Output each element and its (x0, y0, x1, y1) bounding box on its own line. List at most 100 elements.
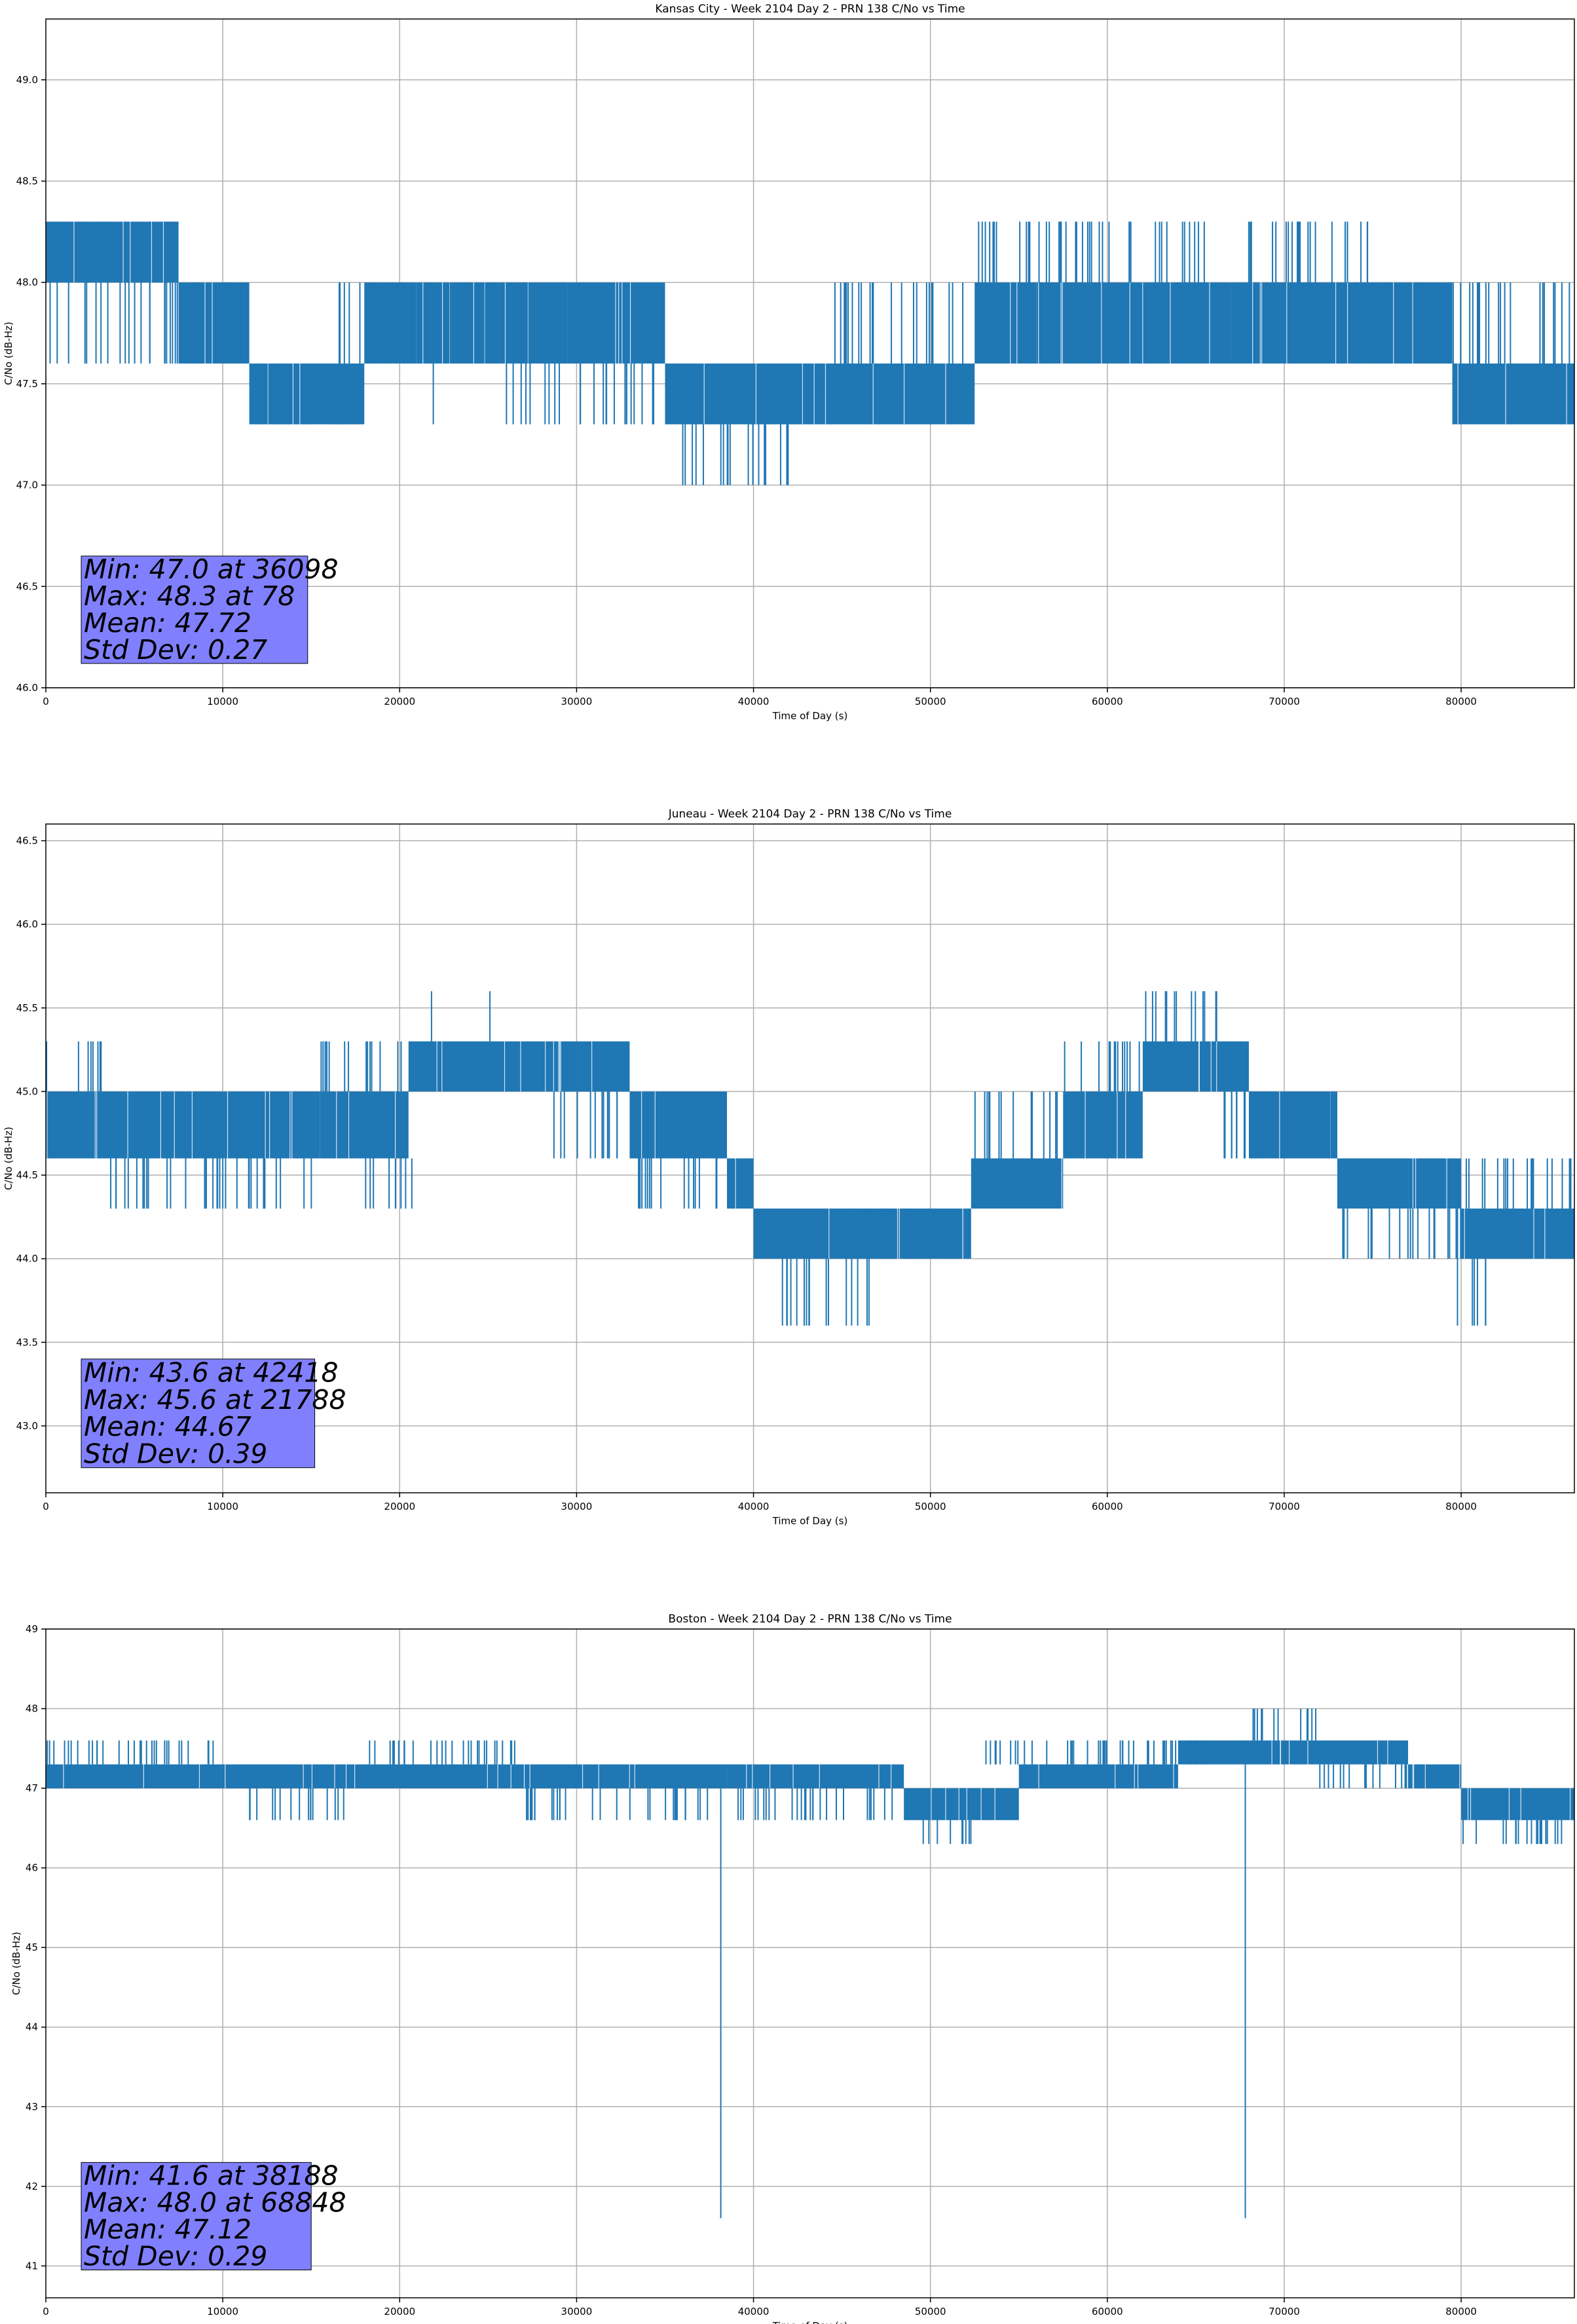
x-tick-label: 80000 (1445, 2306, 1477, 2317)
series-gap (1464, 1209, 1465, 1259)
series-gap (122, 221, 124, 283)
y-tick-label: 42 (26, 2181, 38, 2192)
x-tick-label: 10000 (207, 1501, 238, 1512)
series-gap (191, 1091, 193, 1159)
x-tick-label: 20000 (384, 1501, 415, 1512)
series-gap (897, 1209, 899, 1259)
series-gap (746, 1764, 747, 1789)
x-tick-label: 40000 (738, 1501, 770, 1512)
series-gap (334, 1764, 335, 1789)
y-tick-label: 43.0 (16, 1420, 38, 1432)
y-tick-label: 46.0 (16, 682, 38, 694)
series-band (567, 282, 665, 364)
series-gap (813, 363, 815, 424)
axes-frame (45, 823, 1575, 1493)
series-gap (265, 1091, 266, 1159)
x-axis-label: Time of Day (s) (772, 1515, 848, 1527)
series-gap (354, 1764, 356, 1789)
x-tick-label: 0 (43, 1501, 49, 1512)
stats-line: Std Dev: 0.29 (84, 2240, 267, 2272)
series-gap (441, 1041, 443, 1092)
series-gap (629, 282, 631, 364)
series-gap (1173, 1764, 1174, 1789)
y-tick-label: 48.0 (16, 276, 38, 288)
series-gap (558, 1041, 559, 1092)
series-gap (442, 282, 443, 364)
series-band (1178, 1740, 1409, 1765)
series-gap (1209, 282, 1210, 364)
series-band (1018, 1764, 1178, 1789)
series-gap (582, 1764, 584, 1789)
series-gap (825, 363, 826, 424)
x-tick-label: 20000 (384, 696, 415, 707)
series-band (1461, 1788, 1574, 1820)
series-gap (473, 282, 474, 364)
series-band (1337, 1158, 1409, 1209)
series-band (1036, 282, 1231, 364)
chart-title: Boston - Week 2104 Day 2 - PRN 138 C/No … (668, 1613, 952, 1626)
series-cno (46, 991, 1574, 1326)
series-band (727, 1158, 754, 1209)
y-tick-label: 44.0 (16, 1253, 38, 1265)
series-band (629, 1091, 728, 1159)
y-tick-label: 44.5 (16, 1169, 38, 1181)
series-gap (1101, 282, 1102, 364)
y-tick-label: 45.0 (16, 1085, 38, 1097)
series-gap (1544, 1209, 1546, 1259)
series-gap (174, 1091, 175, 1159)
series-gap (1252, 282, 1253, 364)
series-gap (1142, 282, 1143, 364)
series-band (178, 282, 250, 364)
series-gap (1377, 1740, 1379, 1765)
series-gap (162, 221, 164, 283)
series-gap (63, 1764, 64, 1789)
x-tick-label: 70000 (1269, 696, 1300, 707)
series-gap (545, 1041, 546, 1092)
series-gap (1412, 282, 1413, 364)
series-gap (523, 1764, 525, 1789)
series-gap (899, 1209, 900, 1259)
series-band (46, 221, 179, 283)
series-gap (127, 1091, 128, 1159)
series-gap (1346, 282, 1348, 364)
series-band (727, 1764, 904, 1789)
series-gap (618, 282, 620, 364)
series-gap (1470, 1788, 1472, 1820)
chart-panel-2: 0 10000 20000 30000 40000 50000 60000 70000 8000… (3, 808, 1575, 1527)
series-gap (1286, 282, 1288, 364)
stats-line: Max: 48.0 at 68848 (84, 2186, 346, 2218)
series-gap (1279, 1091, 1280, 1159)
x-tick-label: 70000 (1269, 2306, 1300, 2317)
series-gap (1533, 1209, 1534, 1259)
series-gap (559, 1041, 561, 1092)
series-gap (792, 1764, 794, 1789)
x-tick-label: 0 (43, 2306, 49, 2317)
x-tick-label: 10000 (207, 696, 238, 707)
series-band (1452, 363, 1574, 424)
series-gap (641, 1091, 642, 1159)
series-gap (872, 363, 874, 424)
series-gap (591, 1041, 593, 1092)
series-gap (96, 1091, 98, 1159)
series-gap (504, 282, 506, 364)
y-tick-label: 47 (26, 1782, 38, 1794)
series-gap (1387, 1740, 1388, 1765)
series-band (974, 282, 1037, 364)
stats-line: Max: 48.3 at 78 (84, 580, 295, 612)
x-tick-label: 50000 (915, 696, 946, 707)
series-gap (1198, 1041, 1200, 1092)
series-gap (560, 1041, 561, 1092)
y-tick-label: 46 (26, 1862, 38, 1874)
x-tick-label: 30000 (561, 1501, 593, 1512)
stats-line: Mean: 47.12 (84, 2213, 251, 2245)
x-tick-label: 70000 (1269, 1501, 1300, 1512)
y-tick-label: 47.0 (16, 479, 38, 491)
series-gap (269, 1091, 270, 1159)
series-gap (1210, 1041, 1212, 1092)
x-tick-label: 60000 (1092, 2306, 1123, 2317)
y-tick-label: 44 (26, 2021, 38, 2033)
series-gap (654, 1091, 656, 1159)
series-band (1408, 1158, 1462, 1209)
